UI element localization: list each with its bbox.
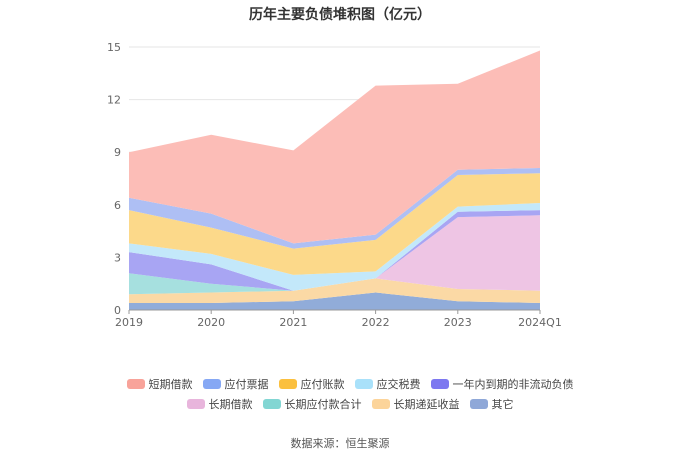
y-tick-label: 6 [114, 199, 121, 212]
legend-swatch [126, 379, 145, 389]
legend-label: 应交税费 [376, 378, 421, 391]
legend-item[interactable]: 一年内到期的非流动负债 [430, 376, 574, 392]
x-tick-label: 2019 [115, 316, 143, 329]
area-series-长期应付款合计 [129, 273, 540, 295]
legend-swatch [469, 399, 488, 409]
legend-label: 长期借款 [208, 398, 253, 411]
area-series [129, 50, 540, 310]
legend-item[interactable]: 长期应付款合计 [262, 396, 362, 412]
legend-item[interactable]: 长期递延收益 [371, 396, 460, 412]
legend-item[interactable]: 短期借款 [126, 376, 193, 392]
legend-label: 短期借款 [148, 378, 193, 391]
data-source: 数据来源：恒生聚源 [290, 437, 390, 450]
legend-label: 长期递延收益 [393, 398, 460, 411]
legend-swatch [430, 379, 449, 389]
y-tick-label: 0 [114, 304, 121, 317]
y-tick-label: 3 [114, 251, 121, 264]
legend: 短期借款 应付票据 应付账款 应交税费 一年内到期的非流动负债 长期借款 长期应付款合计长… [120, 376, 580, 416]
y-tick-label: 9 [114, 146, 121, 159]
area-series-其它 [129, 292, 540, 310]
legend-swatch [354, 379, 373, 389]
legend-row: 长期借款 长期应付款合计 长期递延收益 其它 [120, 396, 580, 412]
y-tick-label: 12 [107, 94, 121, 107]
legend-swatch [278, 379, 297, 389]
legend-item[interactable]: 其它 [469, 396, 514, 412]
axes: 0 3 6 9 12 15 2019 2020 2021 2022 2023 2024Q1 [107, 41, 562, 329]
chart-title: 历年主要负债堆积图（亿元） [249, 7, 431, 23]
x-tick-label: 2024Q1 [518, 316, 562, 329]
area-series-应付票据 [129, 168, 540, 249]
legend-swatch [186, 399, 205, 409]
legend-label: 应付票据 [224, 378, 269, 391]
x-tick-label: 2022 [362, 316, 390, 329]
area-series-长期递延收益 [129, 278, 540, 303]
legend-label: 长期应付款合计 [284, 398, 362, 411]
legend-item[interactable]: 长期借款 [186, 396, 253, 412]
legend-item[interactable]: 应付账款 [278, 376, 345, 392]
x-tick-label: 2023 [444, 316, 472, 329]
legend-item[interactable]: 应交税费 [354, 376, 421, 392]
y-tick-label: 15 [107, 41, 121, 54]
x-tick-label: 2021 [279, 316, 307, 329]
stacked-area-chart: 0 3 6 9 12 15 2019 2020 2021 2022 2023 2024Q1 [107, 41, 562, 329]
legend-swatch [202, 379, 221, 389]
area-series-长期借款 [129, 215, 540, 291]
area-series-短期借款 [129, 50, 540, 244]
area-series-应付账款 [129, 173, 540, 275]
legend-swatch [371, 399, 390, 409]
legend-swatch [262, 399, 281, 409]
legend-item[interactable]: 应付票据 [202, 376, 269, 392]
legend-label: 其它 [491, 398, 514, 411]
legend-row: 短期借款 应付票据 应付账款 应交税费 一年内到期的非流动负债 [120, 376, 580, 392]
legend-label: 一年内到期的非流动负债 [452, 378, 574, 391]
legend-label: 应付账款 [300, 378, 345, 391]
x-tick-label: 2020 [197, 316, 225, 329]
area-series-一年内到期的非流动负债 [129, 210, 540, 291]
area-series-应交税费 [129, 203, 540, 291]
